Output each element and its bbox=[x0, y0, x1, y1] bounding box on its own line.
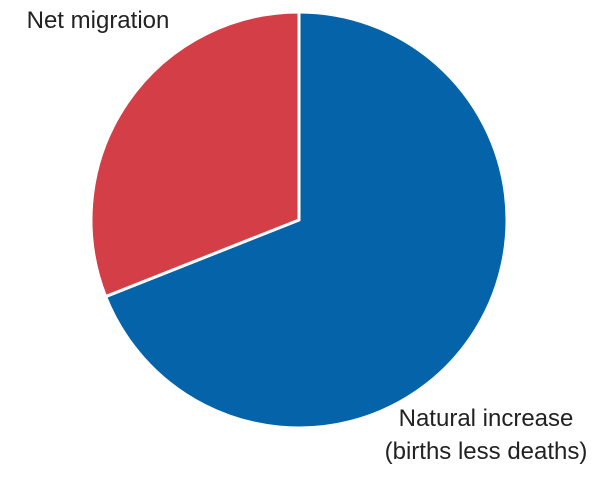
pie-labels: Natural increase (births less deaths) Net … bbox=[27, 7, 588, 465]
slice-label-line: Net migration bbox=[27, 7, 170, 34]
slice-label-line: Natural increase bbox=[399, 405, 574, 432]
slice-label-line: (births less deaths) bbox=[385, 438, 588, 465]
pie-slice-natural-increase bbox=[104, 10, 509, 430]
slice-label-net-migration: Net migration bbox=[27, 7, 170, 34]
pie-slices bbox=[89, 10, 509, 430]
pie-slice-net-migration bbox=[89, 10, 301, 299]
slice-label-natural-increase: Natural increase (births less deaths) bbox=[385, 405, 588, 465]
